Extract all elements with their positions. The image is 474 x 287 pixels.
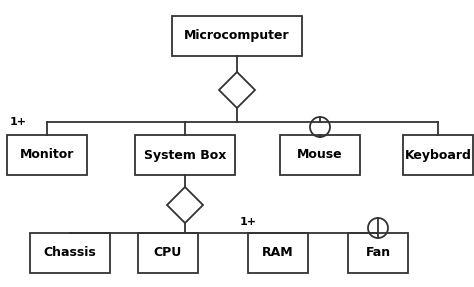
Bar: [138, 233, 198, 273]
Text: Chassis: Chassis: [44, 247, 96, 259]
Text: 1+: 1+: [240, 217, 257, 227]
Bar: [30, 233, 110, 273]
Text: RAM: RAM: [262, 247, 294, 259]
Text: Monitor: Monitor: [20, 148, 74, 162]
Text: 1+: 1+: [10, 117, 27, 127]
Bar: [172, 16, 302, 56]
Bar: [348, 233, 408, 273]
Text: CPU: CPU: [154, 247, 182, 259]
Bar: [7, 135, 87, 175]
Text: Microcomputer: Microcomputer: [184, 30, 290, 42]
Text: Keyboard: Keyboard: [405, 148, 472, 162]
Bar: [135, 135, 235, 175]
Bar: [403, 135, 473, 175]
Bar: [248, 233, 308, 273]
Bar: [280, 135, 360, 175]
Text: Fan: Fan: [365, 247, 391, 259]
Text: Mouse: Mouse: [297, 148, 343, 162]
Text: System Box: System Box: [144, 148, 226, 162]
